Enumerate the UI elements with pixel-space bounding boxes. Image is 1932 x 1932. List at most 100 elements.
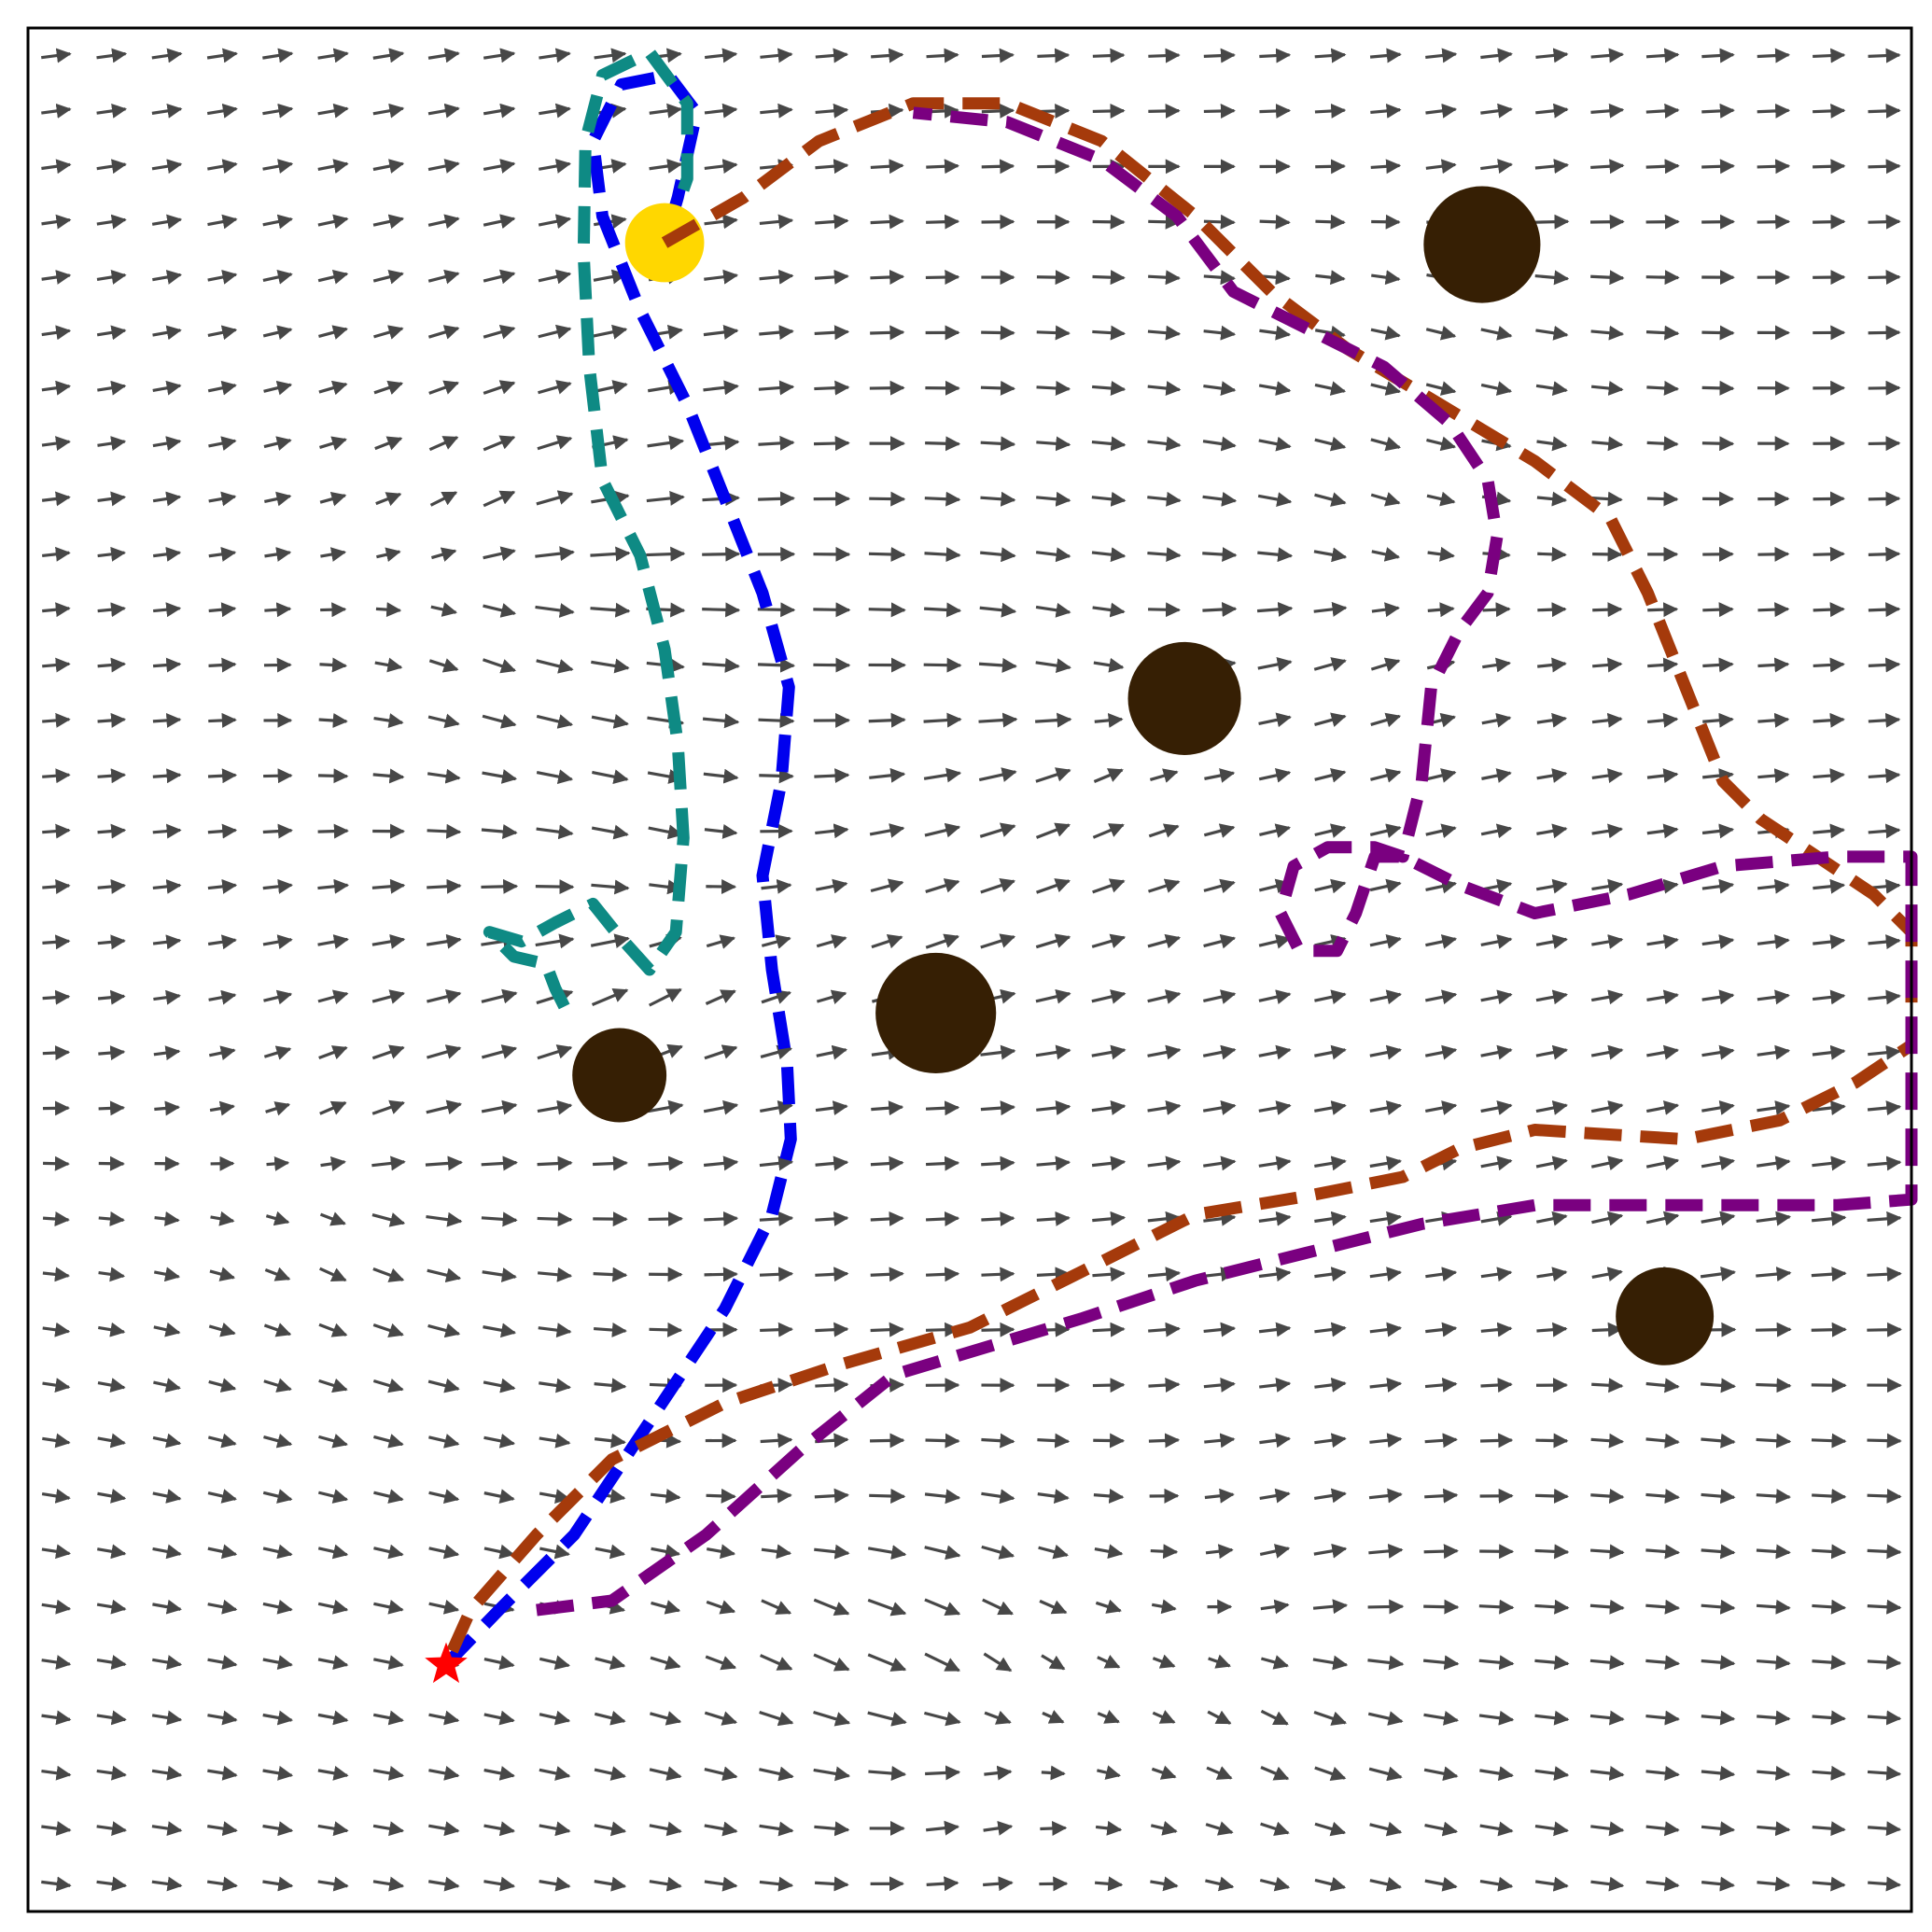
field-arrow bbox=[152, 878, 182, 894]
field-arrow bbox=[536, 769, 574, 785]
field-arrow bbox=[759, 325, 794, 341]
field-arrow bbox=[428, 1710, 460, 1726]
field-arrow bbox=[41, 1655, 72, 1670]
field-arrow bbox=[1036, 270, 1071, 286]
field-arrow bbox=[706, 934, 736, 949]
field-arrow bbox=[376, 547, 401, 563]
field-arrow bbox=[1536, 491, 1568, 507]
field-arrow bbox=[1701, 325, 1735, 341]
field-arrow bbox=[980, 1044, 1016, 1060]
field-arrow bbox=[375, 492, 402, 507]
field-arrow bbox=[706, 1488, 736, 1504]
field-arrow bbox=[373, 325, 404, 340]
field-arrow bbox=[650, 1489, 681, 1504]
field-arrow bbox=[1534, 1488, 1570, 1504]
field-arrow bbox=[1813, 103, 1846, 119]
field-arrow bbox=[814, 1544, 850, 1560]
field-arrow bbox=[537, 1267, 573, 1282]
field-arrow bbox=[703, 768, 739, 784]
field-arrow bbox=[1256, 601, 1294, 617]
field-arrow bbox=[925, 1155, 960, 1171]
field-arrow bbox=[537, 1155, 573, 1171]
field-arrow bbox=[759, 1211, 794, 1226]
field-arrow bbox=[427, 325, 460, 340]
field-arrow bbox=[1258, 1211, 1292, 1226]
field-arrow bbox=[1148, 1433, 1181, 1449]
field-arrow bbox=[1591, 1378, 1624, 1393]
field-arrow bbox=[1645, 1489, 1680, 1505]
field-arrow bbox=[372, 1378, 404, 1393]
field-arrow bbox=[1147, 325, 1182, 341]
field-arrow bbox=[1369, 823, 1402, 838]
field-arrow bbox=[151, 48, 183, 63]
field-arrow bbox=[594, 1433, 626, 1449]
field-arrow bbox=[481, 988, 518, 1004]
field-arrow bbox=[428, 658, 459, 673]
field-arrow bbox=[481, 1211, 518, 1227]
field-arrow bbox=[1535, 1155, 1568, 1171]
field-arrow bbox=[42, 712, 71, 728]
field-arrow bbox=[427, 103, 460, 119]
field-arrow bbox=[1867, 1710, 1902, 1726]
field-arrow bbox=[648, 987, 682, 1007]
field-arrow bbox=[96, 1710, 127, 1726]
field-arrow bbox=[1202, 989, 1237, 1004]
field-arrow bbox=[759, 1267, 794, 1282]
field-arrow bbox=[317, 768, 349, 784]
field-arrow bbox=[980, 933, 1016, 949]
field-arrow bbox=[1035, 547, 1071, 563]
field-arrow bbox=[262, 1876, 294, 1892]
field-arrow bbox=[483, 48, 516, 63]
field-arrow bbox=[538, 1323, 572, 1338]
field-arrow bbox=[1701, 436, 1735, 452]
field-arrow bbox=[1260, 1599, 1290, 1615]
field-arrow bbox=[868, 712, 906, 728]
field-arrow bbox=[1534, 214, 1570, 230]
field-arrow bbox=[42, 1211, 70, 1227]
field-arrow bbox=[152, 934, 182, 950]
field-arrow bbox=[535, 546, 575, 562]
field-arrow bbox=[483, 325, 516, 340]
field-arrow bbox=[538, 214, 572, 230]
field-arrow bbox=[1152, 1710, 1176, 1724]
field-arrow bbox=[1757, 159, 1791, 175]
field-arrow bbox=[428, 1821, 460, 1837]
field-arrow bbox=[1370, 657, 1401, 672]
field-arrow bbox=[483, 1434, 516, 1449]
field-arrow bbox=[317, 48, 349, 63]
field-arrow bbox=[1590, 1100, 1624, 1115]
field-arrow bbox=[925, 878, 960, 893]
field-arrow bbox=[42, 1322, 71, 1337]
field-arrow bbox=[1370, 159, 1402, 175]
field-arrow bbox=[428, 1600, 460, 1615]
obstacle-top-right bbox=[1423, 186, 1541, 303]
field-arrow bbox=[704, 1821, 738, 1837]
field-arrow bbox=[1590, 1433, 1625, 1449]
field-arrow bbox=[980, 436, 1016, 452]
field-arrow bbox=[96, 1765, 127, 1781]
field-arrow bbox=[1645, 1821, 1680, 1837]
field-arrow bbox=[1591, 934, 1624, 949]
field-arrow bbox=[979, 822, 1016, 838]
field-arrow bbox=[813, 602, 851, 618]
field-arrow bbox=[594, 1821, 627, 1837]
field-arrow bbox=[1424, 989, 1458, 1005]
trajectory-3 bbox=[441, 97, 1918, 1668]
field-arrow bbox=[318, 1434, 348, 1449]
field-arrow bbox=[981, 1433, 1015, 1449]
field-arrow bbox=[98, 1267, 126, 1282]
field-arrow bbox=[481, 1044, 518, 1059]
field-arrow bbox=[153, 989, 181, 1005]
field-arrow bbox=[539, 48, 571, 63]
field-arrow bbox=[1813, 878, 1846, 894]
field-arrow bbox=[98, 1322, 126, 1337]
field-arrow bbox=[152, 1655, 183, 1670]
field-arrow bbox=[981, 325, 1015, 341]
trajectory-layer bbox=[441, 46, 1918, 1670]
field-arrow bbox=[978, 767, 1017, 782]
field-arrow bbox=[427, 768, 461, 784]
field-arrow bbox=[371, 878, 406, 894]
field-arrow bbox=[1259, 1377, 1292, 1393]
field-arrow bbox=[208, 1322, 236, 1337]
field-arrow bbox=[1425, 381, 1457, 396]
